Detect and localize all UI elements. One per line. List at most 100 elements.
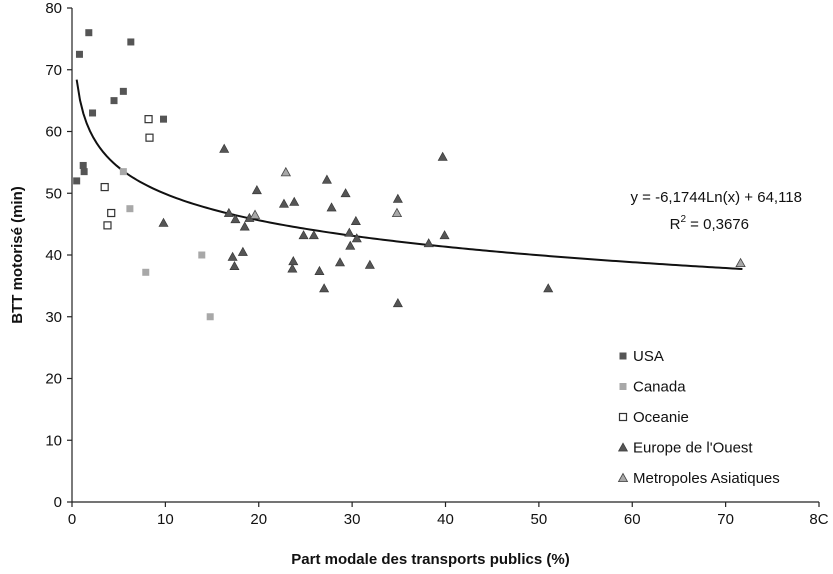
data-point (350, 215, 361, 225)
data-point (423, 238, 434, 248)
legend-marker (617, 472, 629, 483)
y-axis-ticks: 0 10 20 30 40 50 60 70 80 (45, 0, 72, 511)
x-tick-label: 30 (344, 511, 361, 528)
data-point (227, 251, 238, 261)
data-point (251, 185, 262, 195)
legend-marker (618, 412, 628, 422)
data-point (249, 209, 261, 219)
data-point (345, 240, 356, 250)
data-point (326, 202, 337, 212)
data-point (344, 227, 355, 237)
data-point (392, 193, 403, 203)
r-squared-value: = 0,3676 (686, 216, 749, 233)
y-tick-label: 30 (45, 309, 62, 326)
legend-item-canada: Canada (619, 379, 686, 396)
x-tick-label: 20 (250, 511, 267, 528)
x-tick-label: 0 (68, 511, 76, 528)
series-oceanie (100, 115, 154, 230)
data-point (198, 251, 206, 259)
series-usa (73, 29, 168, 185)
y-tick-label: 40 (45, 247, 62, 264)
legend-item-metropoles-asiatiques: Metropoles Asiatiques (617, 470, 780, 487)
x-tick-label: 50 (531, 511, 548, 528)
data-point (280, 166, 292, 177)
data-point (392, 298, 403, 308)
data-point (314, 265, 325, 275)
data-point (85, 29, 93, 37)
data-point (119, 87, 127, 95)
legend-label: Oceanie (633, 409, 689, 426)
data-point (126, 205, 134, 213)
data-point (107, 208, 116, 218)
data-point (391, 207, 403, 218)
x-tick-label: 40 (437, 511, 454, 528)
data-point (219, 143, 230, 153)
data-point (206, 313, 214, 321)
data-point (160, 115, 168, 123)
legend-marker (617, 442, 629, 452)
data-point (298, 230, 309, 240)
data-point (223, 207, 234, 217)
legend-marker (619, 383, 627, 390)
legend-item-oceanie: Oceanie (618, 409, 689, 426)
data-point (340, 188, 351, 198)
legend-item-europe-de-l-ouest: Europe de l'Ouest (617, 440, 753, 457)
y-tick-label: 0 (54, 494, 62, 511)
axes: 0 10 20 30 40 50 60 70 8C 0 10 20 30 40 50 60 70 80 (45, 0, 828, 528)
data-point (351, 233, 362, 243)
x-axis-title: Part modale des transports publics (%) (291, 551, 569, 568)
series-metropoles-asiatiques (249, 166, 746, 268)
data-point (80, 168, 88, 176)
data-point (79, 161, 87, 169)
data-point (334, 257, 345, 267)
series-canada (119, 168, 214, 321)
data-point (230, 214, 241, 224)
data-point (127, 38, 135, 46)
data-point (145, 133, 154, 142)
data-point (158, 217, 169, 227)
data-point (119, 168, 127, 176)
data-point (103, 221, 112, 230)
series-europe-de-l-ouest (158, 143, 554, 308)
y-tick-label: 80 (45, 0, 62, 17)
data-point (75, 50, 83, 58)
legend-label: Europe de l'Ouest (633, 440, 753, 457)
data-point (89, 109, 97, 117)
data-point (239, 221, 250, 231)
data-point (364, 259, 375, 269)
data-point (319, 283, 330, 293)
legend-marker (619, 352, 627, 360)
data-point (287, 263, 298, 273)
x-tick-label: 8C (809, 511, 828, 528)
y-tick-label: 10 (45, 432, 62, 449)
data-point (110, 97, 118, 105)
x-tick-label: 60 (624, 511, 641, 528)
trendline-annotation: y = -6,1744Ln(x) + 64,118 R2 = 0,3676 (630, 189, 802, 233)
y-axis-title: BTT motorisé (min) (9, 186, 26, 324)
data-point (229, 260, 240, 271)
legend-label: USA (633, 348, 664, 365)
x-tick-label: 10 (157, 511, 174, 528)
legend: USA Canada Oceanie Europe de l'Ouest Metropo… (617, 348, 780, 487)
y-tick-label: 60 (45, 124, 62, 141)
y-tick-label: 20 (45, 371, 62, 388)
legend-label: Metropoles Asiatiques (633, 470, 780, 487)
y-tick-label: 50 (45, 185, 62, 202)
trendline (75, 79, 743, 271)
data-point (278, 198, 289, 208)
r-squared-prefix: R (670, 216, 681, 233)
data-point (289, 196, 300, 206)
legend-item-usa: USA (619, 348, 664, 365)
data-point (308, 230, 319, 240)
y-tick-label: 70 (45, 62, 62, 79)
data-point (735, 257, 746, 268)
data-point (439, 230, 450, 240)
trendline-r-squared: R2 = 0,3676 (670, 214, 749, 233)
data-point (100, 182, 109, 192)
data-point (142, 268, 150, 276)
r-squared-superscript: 2 (680, 214, 686, 225)
data-point (321, 174, 332, 184)
data-point (288, 256, 299, 266)
data-point (543, 283, 554, 293)
